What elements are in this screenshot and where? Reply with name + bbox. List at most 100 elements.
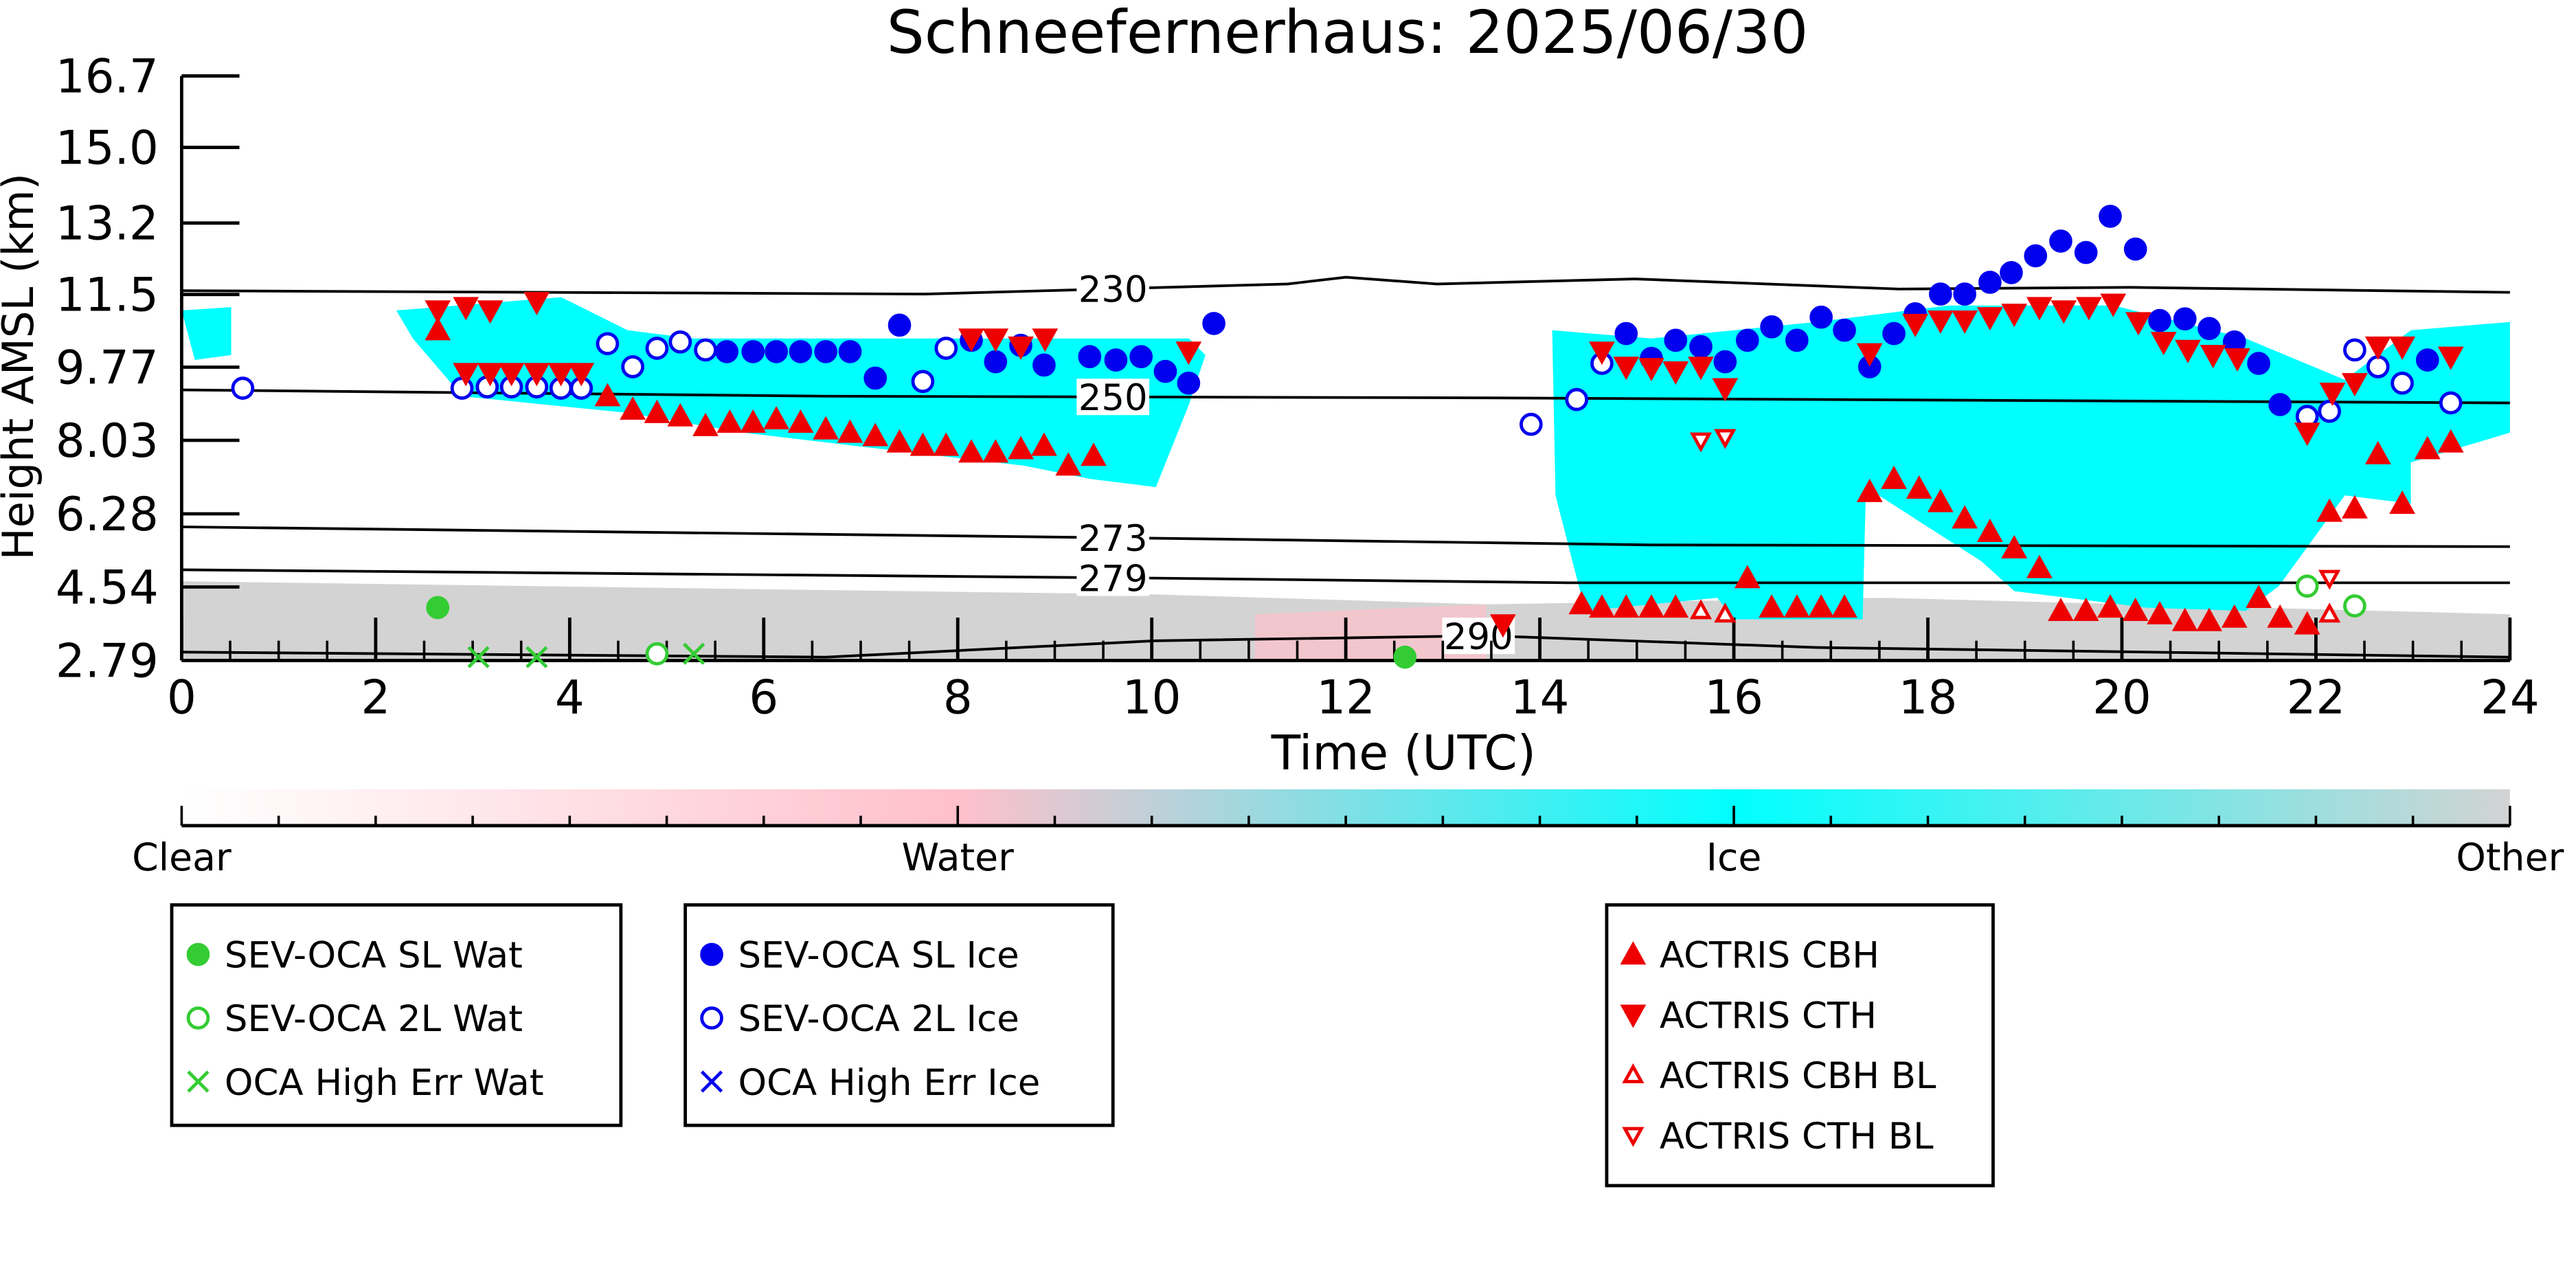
y-tick-label: 11.5 (56, 269, 159, 322)
point (1662, 594, 1689, 618)
point (1927, 310, 1954, 334)
point (2026, 554, 2053, 578)
point (1175, 341, 1202, 365)
point (958, 439, 984, 463)
point (1881, 465, 1907, 489)
point (982, 328, 1009, 352)
point (1032, 353, 1056, 377)
point (2364, 336, 2391, 360)
chart-title: Schneefernerhaus: 2025/06/30 (887, 0, 1808, 67)
point (1952, 310, 1978, 334)
point (2343, 594, 2366, 618)
point (2171, 607, 2198, 631)
point (231, 376, 255, 400)
point (2024, 244, 2048, 268)
point (621, 355, 644, 379)
x-tick-label: 10 (1122, 670, 1182, 724)
legend-label: SEV-OCA 2L Ice (738, 998, 1019, 1040)
point (453, 363, 479, 387)
x-tick-label: 22 (2287, 670, 2346, 724)
point (2318, 399, 2341, 423)
point (2001, 304, 2028, 328)
series (467, 642, 705, 668)
point (814, 340, 837, 363)
point (1568, 591, 1595, 615)
point (1490, 614, 1516, 638)
point (2123, 237, 2147, 261)
series (426, 596, 1417, 669)
point (620, 396, 646, 420)
contour-line (181, 634, 2510, 659)
point (2389, 490, 2415, 515)
point (1689, 335, 1713, 359)
point (1008, 336, 1034, 360)
point (863, 366, 888, 390)
series (425, 317, 2464, 635)
point (1856, 343, 1883, 367)
point (1760, 315, 1783, 339)
point (1759, 594, 1785, 618)
point (645, 642, 669, 666)
point (1589, 341, 1615, 365)
point (2342, 373, 2368, 397)
point (2050, 300, 2077, 324)
contour-label-bg (1076, 559, 1150, 596)
point (813, 416, 839, 440)
point (1785, 328, 1809, 352)
point (596, 332, 620, 356)
point (2316, 498, 2343, 522)
y-axis-label: Height AMSL (km) (0, 173, 43, 560)
colorbar-label: Ice (1706, 836, 1762, 880)
contour-label: 230 (1078, 269, 1148, 311)
point (523, 292, 550, 316)
x-tick-label: 18 (1899, 670, 1958, 724)
y-tick-label: 6.28 (56, 488, 159, 541)
legend-marker (1620, 1004, 1647, 1028)
x-tick-label: 16 (1704, 670, 1763, 724)
point (2074, 240, 2098, 264)
point (2072, 598, 2099, 622)
point (1783, 594, 1810, 618)
point (523, 363, 550, 387)
point (2147, 600, 2173, 624)
point (1856, 478, 1883, 502)
point (838, 340, 862, 363)
point (1809, 305, 1833, 329)
point (862, 422, 889, 447)
point (1689, 432, 1713, 453)
point (2247, 352, 2270, 375)
point (1978, 271, 2002, 294)
mask-ice (1552, 305, 2510, 620)
point (1032, 328, 1059, 352)
point (2364, 440, 2391, 464)
point (1638, 594, 1664, 618)
point (2148, 308, 2171, 332)
series (1689, 599, 2341, 623)
legend-marker (1620, 941, 1647, 965)
point (1714, 602, 1737, 623)
contour-label-bg (1076, 379, 1150, 416)
point (886, 429, 913, 453)
point (2100, 293, 2127, 317)
point (2097, 594, 2123, 618)
point (1927, 488, 1954, 512)
point (2048, 598, 2074, 622)
point (984, 350, 1008, 374)
legend: ACTRIS CBH ACTRIS CTH ACTRIS CBH BL ACTRIS … (1605, 903, 1995, 1188)
point (837, 419, 863, 443)
point (1833, 318, 1856, 342)
point (1906, 475, 1932, 499)
point (1202, 312, 1225, 335)
y-tick-label: 15.0 (56, 122, 159, 175)
point (1129, 345, 1153, 369)
point (1929, 282, 1952, 306)
point (1734, 565, 1761, 589)
colorbar-label: Clear (132, 836, 231, 880)
point (694, 338, 717, 362)
point (1153, 359, 1177, 383)
point (498, 363, 525, 387)
y-tick-label: 9.77 (56, 341, 159, 395)
point (1808, 594, 1835, 618)
point (958, 328, 984, 352)
